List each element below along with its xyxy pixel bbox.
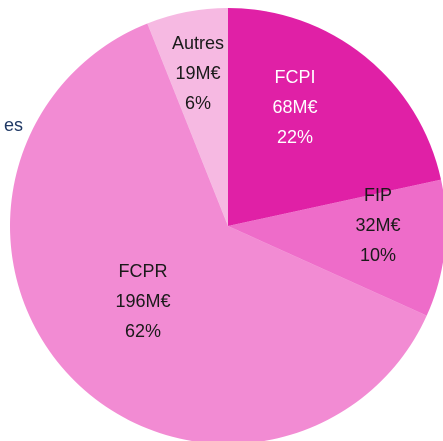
percent-label: 6%	[185, 93, 211, 113]
value-label: 32M€	[355, 215, 400, 235]
pie-slice	[10, 23, 427, 441]
slice-label: FCPR	[119, 261, 168, 281]
value-label: 68M€	[272, 97, 317, 117]
percent-label: 10%	[360, 245, 396, 265]
pie-slice	[147, 8, 228, 226]
slice-label: FCPI	[274, 67, 315, 87]
value-label: 19M€	[175, 63, 220, 83]
percent-label: 62%	[125, 321, 161, 341]
percent-label: 22%	[277, 127, 313, 147]
pie-slice	[228, 8, 442, 226]
slice-label: Autres	[172, 33, 224, 53]
slice-label: FIP	[364, 185, 392, 205]
value-label: 196M€	[115, 291, 170, 311]
pie-slice	[228, 179, 443, 316]
annotation: es	[4, 115, 23, 135]
